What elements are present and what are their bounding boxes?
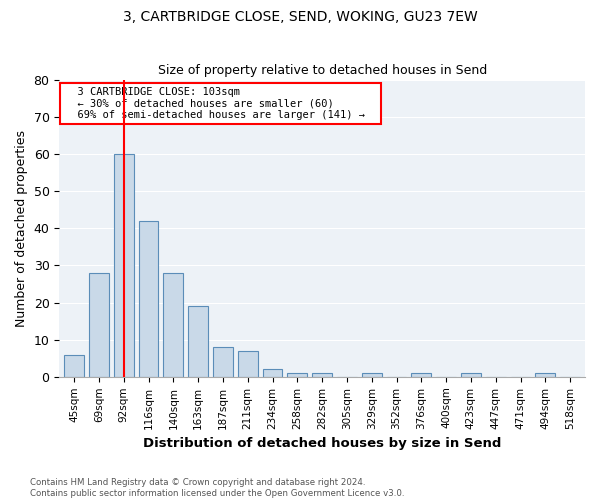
Text: 3 CARTBRIDGE CLOSE: 103sqm  
  ← 30% of detached houses are smaller (60)  
  69%: 3 CARTBRIDGE CLOSE: 103sqm ← 30% of deta…: [65, 87, 377, 120]
Bar: [163, 273, 183, 377]
Bar: [213, 347, 233, 377]
Bar: [312, 373, 332, 377]
Bar: [89, 273, 109, 377]
Y-axis label: Number of detached properties: Number of detached properties: [15, 130, 28, 326]
Bar: [362, 373, 382, 377]
Text: 3, CARTBRIDGE CLOSE, SEND, WOKING, GU23 7EW: 3, CARTBRIDGE CLOSE, SEND, WOKING, GU23 …: [122, 10, 478, 24]
Bar: [139, 221, 158, 377]
Text: Contains HM Land Registry data © Crown copyright and database right 2024.
Contai: Contains HM Land Registry data © Crown c…: [30, 478, 404, 498]
X-axis label: Distribution of detached houses by size in Send: Distribution of detached houses by size …: [143, 437, 502, 450]
Bar: [412, 373, 431, 377]
Bar: [461, 373, 481, 377]
Bar: [114, 154, 134, 377]
Bar: [287, 373, 307, 377]
Bar: [535, 373, 555, 377]
Bar: [263, 370, 283, 377]
Bar: [64, 354, 84, 377]
Title: Size of property relative to detached houses in Send: Size of property relative to detached ho…: [158, 64, 487, 77]
Bar: [188, 306, 208, 377]
Bar: [238, 351, 257, 377]
